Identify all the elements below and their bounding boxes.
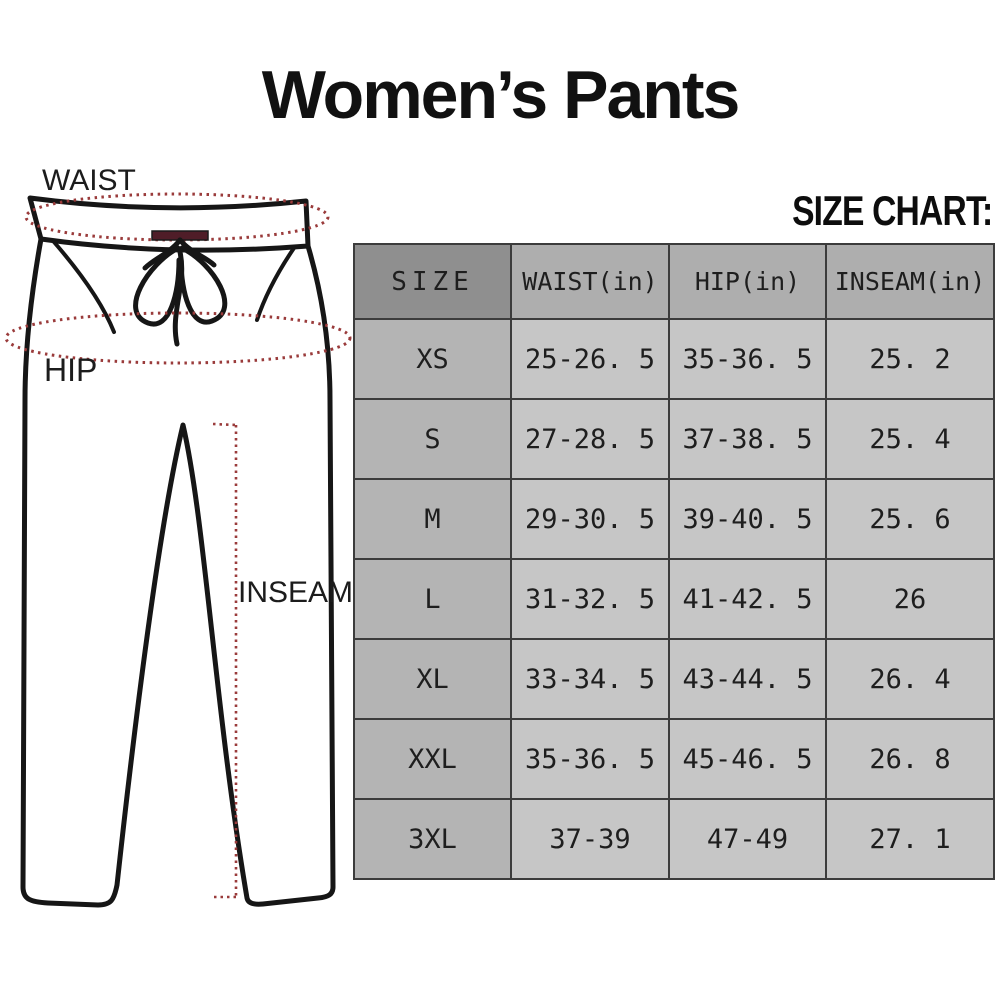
pants-body-outline [20, 236, 336, 908]
table-row-xs: XS 25-26. 5 35-36. 5 25. 2 [353, 318, 995, 400]
waist-cell: 27-28. 5 [510, 398, 670, 480]
right-pocket-line [255, 246, 296, 322]
inseam-cell: 25. 6 [825, 478, 995, 560]
page-title: Women’s Pants [261, 57, 741, 133]
hip-label: HIP [44, 352, 98, 388]
left-pocket-line [52, 240, 116, 334]
table-row-s: S 27-28. 5 37-38. 5 25. 4 [353, 398, 995, 480]
size-cell: M [353, 478, 512, 560]
size-cell: S [353, 398, 512, 480]
waist-cell: 33-34. 5 [510, 638, 670, 720]
header-inseam: INSEAM(in) [825, 243, 995, 320]
hip-cell: 45-46. 5 [668, 718, 827, 800]
waist-cell: 35-36. 5 [510, 718, 670, 800]
size-cell: 3XL [353, 798, 512, 880]
table-row-l: L 31-32. 5 41-42. 5 26 [353, 558, 995, 640]
hip-cell: 35-36. 5 [668, 318, 827, 400]
size-cell: L [353, 558, 512, 640]
inseam-measure-line [212, 422, 238, 899]
table-header-row: SIZE WAIST(in) HIP(in) INSEAM(in) [353, 243, 995, 320]
inseam-cell: 26. 4 [825, 638, 995, 720]
size-table: SIZE WAIST(in) HIP(in) INSEAM(in) XS 25-… [353, 243, 995, 880]
inseam-cell: 26. 8 [825, 718, 995, 800]
hip-cell: 39-40. 5 [668, 478, 827, 560]
hip-cell: 41-42. 5 [668, 558, 827, 640]
hip-cell: 43-44. 5 [668, 638, 827, 720]
table-row-m: M 29-30. 5 39-40. 5 25. 6 [353, 478, 995, 560]
waist-cell: 37-39 [510, 798, 670, 880]
pants-waistband [27, 195, 311, 253]
waist-cell: 31-32. 5 [510, 558, 670, 640]
header-waist: WAIST(in) [510, 243, 670, 320]
inseam-cell: 27. 1 [825, 798, 995, 880]
pants-diagram [4, 192, 352, 908]
table-row-xl: XL 33-34. 5 43-44. 5 26. 4 [353, 638, 995, 720]
hip-cell: 37-38. 5 [668, 398, 827, 480]
inseam-cell: 26 [825, 558, 995, 640]
size-cell: XL [353, 638, 512, 720]
header-size: SIZE [353, 243, 512, 320]
drawstring-bow [133, 237, 228, 347]
table-row-xxl: XXL 35-36. 5 45-46. 5 26. 8 [353, 718, 995, 800]
header-hip: HIP(in) [668, 243, 827, 320]
inseam-label: INSEAM [238, 576, 354, 609]
hip-cell: 47-49 [668, 798, 827, 880]
waist-cell: 25-26. 5 [510, 318, 670, 400]
size-cell: XXL [353, 718, 512, 800]
size-cell: XS [353, 318, 512, 400]
waist-cell: 29-30. 5 [510, 478, 670, 560]
waist-label: WAIST [42, 164, 136, 197]
hip-measure-line [4, 311, 352, 365]
inseam-cell: 25. 2 [825, 318, 995, 400]
size-chart-heading: SIZE CHART: [791, 187, 993, 234]
table-row-3xl: 3XL 37-39 47-49 27. 1 [353, 798, 995, 880]
inseam-cell: 25. 4 [825, 398, 995, 480]
